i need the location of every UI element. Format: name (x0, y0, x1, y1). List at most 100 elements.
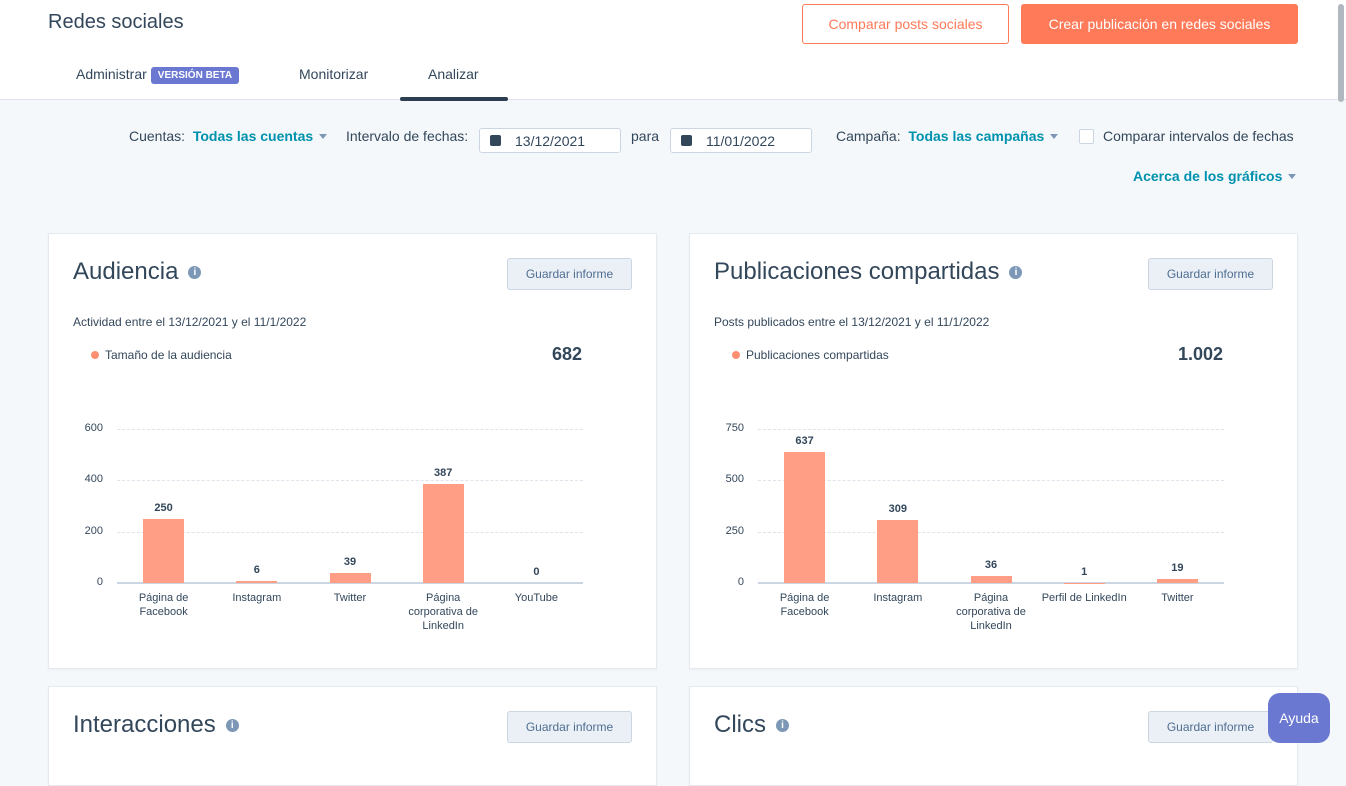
audience-card: Audiencia i Guardar informe Actividad ent… (48, 233, 657, 669)
x-tick-label: Instagram (212, 591, 302, 605)
gridline (758, 532, 1224, 533)
date-from-input[interactable]: 13/12/2021 (479, 128, 621, 153)
bar (971, 576, 1012, 583)
legend-label: Tamaño de la audiencia (105, 348, 232, 362)
campaign-dropdown[interactable]: Todas las campañas (908, 128, 1044, 144)
bar (423, 484, 464, 583)
y-tick-label: 250 (718, 525, 744, 537)
bar-value-label: 6 (227, 564, 287, 576)
card-subtitle: Posts publicados entre el 13/12/2021 y e… (714, 315, 989, 329)
total-value: 1.002 (1178, 344, 1223, 365)
legend-label: Publicaciones compartidas (746, 348, 889, 362)
tab-monitorizar[interactable]: Monitorizar (299, 66, 368, 82)
calendar-icon (490, 135, 501, 146)
date-to-input[interactable]: 11/01/2022 (670, 128, 812, 153)
about-charts-dropdown[interactable]: Acerca de los gráficos (1133, 168, 1296, 184)
x-tick-label: Página corporativa de LinkedIn (398, 591, 488, 633)
calendar-icon (681, 135, 692, 146)
bar (1157, 579, 1198, 583)
card-title-text: Interacciones (73, 711, 216, 739)
save-report-button[interactable]: Guardar informe (507, 711, 632, 743)
bar-value-label: 309 (868, 503, 928, 515)
shared-posts-card: Publicaciones compartidas i Guardar infor… (689, 233, 1298, 669)
bar-value-label: 637 (775, 435, 835, 447)
compare-dates-checkbox[interactable]: Comparar intervalos de fechas (1079, 128, 1294, 144)
help-button[interactable]: Ayuda (1268, 693, 1330, 743)
date-to-value: 11/01/2022 (706, 133, 775, 149)
interactions-card: Interacciones i Guardar informe (48, 686, 657, 786)
card-subtitle: Actividad entre el 13/12/2021 y el 11/1/… (73, 315, 306, 329)
x-tick-label: YouTube (491, 591, 581, 605)
beta-badge: VERSIÓN BETA (151, 67, 239, 84)
card-title-text: Publicaciones compartidas (714, 258, 999, 286)
gridline (758, 429, 1224, 430)
bar-value-label: 250 (134, 502, 194, 514)
card-title: Interacciones i (73, 711, 239, 739)
info-icon[interactable]: i (188, 266, 201, 279)
chevron-down-icon (1050, 134, 1058, 139)
accounts-filter[interactable]: Cuentas: Todas las cuentas (129, 128, 327, 144)
accounts-dropdown[interactable]: Todas las cuentas (193, 128, 313, 144)
bar (143, 519, 184, 583)
x-tick-label: Página de Facebook (119, 591, 209, 619)
create-post-button[interactable]: Crear publicación en redes sociales (1021, 4, 1298, 44)
info-icon[interactable]: i (1009, 266, 1022, 279)
scrollbar[interactable] (1338, 4, 1344, 102)
x-tick-label: Twitter (1132, 591, 1222, 605)
page-title: Redes sociales (48, 11, 184, 34)
bar (236, 581, 277, 583)
tab-label: Administrar (76, 66, 147, 82)
chart-legend: Publicaciones compartidas (732, 348, 889, 362)
date-from-value: 13/12/2021 (515, 133, 585, 149)
x-tick-label: Instagram (853, 591, 943, 605)
chart-legend: Tamaño de la audiencia (91, 348, 232, 362)
total-value: 682 (552, 344, 582, 365)
info-icon[interactable]: i (776, 719, 789, 732)
gridline (117, 480, 583, 481)
save-report-button[interactable]: Guardar informe (507, 258, 632, 290)
x-tick-label: Página corporativa de LinkedIn (946, 591, 1036, 633)
gridline (117, 429, 583, 430)
x-tick-label: Perfil de LinkedIn (1039, 591, 1129, 605)
tab-analizar[interactable]: Analizar (428, 66, 479, 82)
to-label: para (631, 128, 659, 144)
bar (877, 520, 918, 583)
bar-value-label: 0 (506, 566, 566, 578)
save-report-button[interactable]: Guardar informe (1148, 258, 1273, 290)
x-tick-label: Página de Facebook (760, 591, 850, 619)
checkbox[interactable] (1079, 129, 1094, 144)
top-header: Redes sociales Comparar posts sociales C… (0, 0, 1346, 100)
gridline (758, 480, 1224, 481)
date-range-label: Intervalo de fechas: (346, 128, 468, 144)
chevron-down-icon (1288, 174, 1296, 179)
y-tick-label: 200 (77, 525, 103, 537)
about-charts-label: Acerca de los gráficos (1133, 168, 1282, 184)
bar-value-label: 19 (1147, 562, 1207, 574)
y-tick-label: 500 (718, 473, 744, 485)
accounts-label: Cuentas: (129, 128, 185, 144)
info-icon[interactable]: i (226, 719, 239, 732)
y-tick-label: 600 (77, 422, 103, 434)
bar-value-label: 1 (1054, 566, 1114, 578)
save-report-button[interactable]: Guardar informe (1148, 711, 1273, 743)
card-title-text: Clics (714, 711, 766, 739)
x-tick-label: Twitter (305, 591, 395, 605)
bar-value-label: 39 (320, 556, 380, 568)
legend-dot (732, 351, 740, 359)
compare-posts-button[interactable]: Comparar posts sociales (802, 4, 1009, 44)
card-title: Audiencia i (73, 258, 201, 286)
campaign-label: Campaña: (836, 128, 901, 144)
y-tick-label: 0 (718, 576, 744, 588)
y-tick-label: 0 (77, 576, 103, 588)
bar-value-label: 387 (413, 467, 473, 479)
bar (330, 573, 371, 583)
chevron-down-icon (319, 134, 327, 139)
card-title-text: Audiencia (73, 258, 178, 286)
campaign-filter[interactable]: Campaña: Todas las campañas (836, 128, 1058, 144)
legend-dot (91, 351, 99, 359)
